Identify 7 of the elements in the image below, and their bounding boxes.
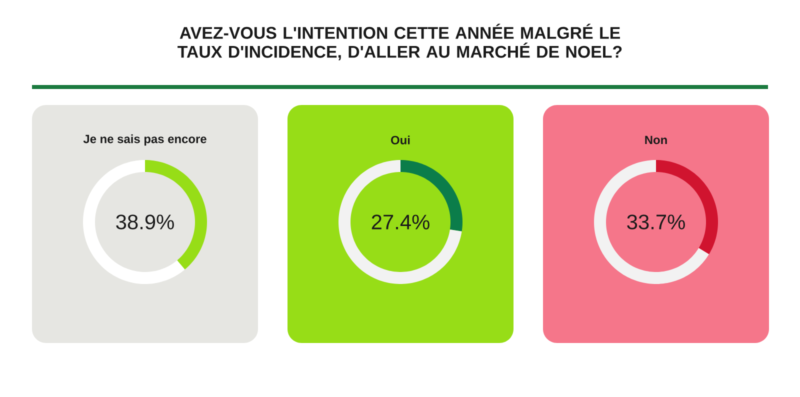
- chart-title: Oui: [391, 136, 410, 144]
- chart-title: Je ne sais pas encore: [83, 134, 206, 146]
- data-label: 27.4%: [372, 214, 430, 230]
- data-label: 33.7%: [627, 214, 685, 230]
- data-label: 38.9%: [116, 214, 174, 230]
- chart-title: Non: [645, 136, 667, 144]
- text: AVEZ-VOUS L'INTENTION CETTE ANNÉE MALGRÉ LE TAUX D'INCIDENCE, D'ALLER AU MARCHÉ DE NOEL?: [178, 24, 622, 60]
